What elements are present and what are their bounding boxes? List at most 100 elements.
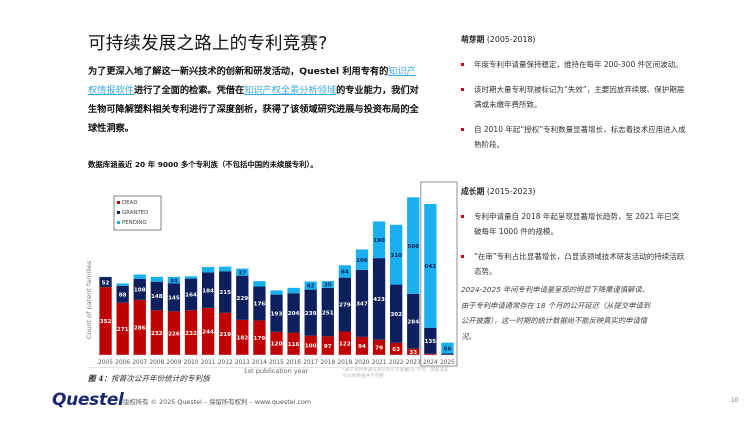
chart-footnote: *由于专利申请从提交到公开需要18 个月，因此这些年份的数据并不完整 xyxy=(342,368,449,379)
legend-box xyxy=(113,195,162,231)
x-tick-label: 2019 xyxy=(337,360,352,366)
data-label: 642 xyxy=(425,264,437,270)
data-label: 284 xyxy=(407,319,419,325)
data-label: 116 xyxy=(288,342,300,348)
bar-granted xyxy=(321,287,334,337)
legend-label: DEAD xyxy=(122,200,137,206)
bar-dead xyxy=(201,307,215,355)
x-tick-label: 2014 xyxy=(252,360,267,366)
legend-label: GRANTED xyxy=(122,210,148,216)
intro-paragraph: 为了更深入地了解这一新兴技术的创新和研发活动，Questel 利用专有的知识产权… xyxy=(88,62,423,138)
bar-granted xyxy=(219,271,232,313)
bar-pending xyxy=(321,281,334,288)
bar-granted xyxy=(253,286,266,321)
data-label: 79 xyxy=(375,346,383,352)
data-label: 94 xyxy=(358,344,366,350)
bullet-icon xyxy=(461,63,464,66)
x-tick-label: 2009 xyxy=(167,360,182,366)
data-label: 271 xyxy=(117,327,129,333)
phase-emerging-bullets: 年度专利申请量保持稳定，维持在每年 200-300 件区间波动。 该时期大量专利… xyxy=(461,57,686,152)
bar-dead xyxy=(355,336,369,355)
legend-swatch xyxy=(117,201,120,204)
bar-pending xyxy=(424,203,437,328)
x-tick-label: 2013 xyxy=(235,360,250,366)
bar-pending xyxy=(150,276,163,282)
data-label: 251 xyxy=(322,310,334,316)
bullet-text: “在审”专利占比显著增长，凸显该领域技术研发活动的持续活跃态势。 xyxy=(474,252,685,276)
bar-dead xyxy=(338,331,352,355)
data-label: 145 xyxy=(168,296,180,302)
bar-granted xyxy=(355,269,369,337)
data-label: 33 xyxy=(409,350,417,356)
bar-granted xyxy=(150,281,163,311)
data-label: 500 xyxy=(407,244,419,250)
bullet-icon xyxy=(461,128,464,131)
figure-divider xyxy=(88,367,448,368)
data-label: 179 xyxy=(254,336,266,342)
x-tick-label: 2005 xyxy=(98,360,113,366)
phase-emerging-range: (2005-2018) xyxy=(486,35,536,44)
bar-pending xyxy=(441,342,454,354)
data-label: 239 xyxy=(305,311,317,317)
bar-granted xyxy=(441,353,454,355)
data-label: 352 xyxy=(100,319,112,325)
x-tick-label: 2011 xyxy=(201,360,216,366)
bar-pending xyxy=(167,276,181,284)
x-tick-label: 2006 xyxy=(115,360,130,366)
data-label: 88 xyxy=(119,292,127,298)
legend-label: PENDING xyxy=(122,220,147,226)
figure-caption: 图 4：按首次公开年份统计的专利族 xyxy=(88,373,210,384)
figure-caption-text: 按首次公开年份统计的专利族 xyxy=(111,374,210,383)
data-label: 232 xyxy=(185,331,197,337)
data-label: 176 xyxy=(254,302,266,308)
chart-caption: 数据库涵盖近 20 年 9000 多个专利族（不包括中国的未续展专利）。 xyxy=(88,160,318,169)
bar-dead xyxy=(424,353,437,355)
phase-emerging-title: 萌芽期 (2005-2018) xyxy=(461,34,686,45)
bullet-text: 专利申请量自 2018 年起呈现显著增长趋势，至 2021 年已突破每年 100… xyxy=(474,212,680,236)
data-label: 97 xyxy=(324,344,332,350)
bar-dead xyxy=(287,332,300,355)
bar-pending xyxy=(253,281,266,287)
phase-growth-range: (2015-2023) xyxy=(486,187,536,196)
bar-granted xyxy=(116,285,129,303)
data-label: 423 xyxy=(373,297,385,303)
figure-label: 图 4： xyxy=(88,374,112,383)
data-label: 135 xyxy=(425,339,437,345)
ip-landscape-link[interactable]: 知识产权全景分析领域 xyxy=(244,85,337,96)
bullet-item: 专利申请量自 2018 年起呈现显著增长趋势，至 2021 年已突破每年 100… xyxy=(461,209,686,239)
bar-granted xyxy=(304,289,317,336)
x-tick-label: 2016 xyxy=(286,360,301,366)
bullet-text: 年度专利申请量保持稳定，维持在每年 200-300 件区间波动。 xyxy=(474,60,683,69)
bar-dead xyxy=(184,310,198,355)
x-tick-label: 2025 xyxy=(440,360,455,366)
x-tick-label: 2023 xyxy=(406,360,421,366)
data-label: 164 xyxy=(185,293,197,299)
data-label: 184 xyxy=(202,288,214,294)
bar-dead xyxy=(133,299,146,355)
data-label: 286 xyxy=(134,326,146,332)
phase-growth-bullets: 专利申请量自 2018 年起呈现显著增长趋势，至 2021 年已突破每年 100… xyxy=(461,209,686,279)
phase-growth-title: 成长期 (2015-2023) xyxy=(461,186,686,197)
data-label: 229 xyxy=(236,296,248,302)
ip-intelligence-software-link[interactable]: 知识产权情报软件 xyxy=(88,66,416,96)
bar-dead xyxy=(219,312,232,355)
bar-granted xyxy=(167,283,181,312)
data-label: 190 xyxy=(373,238,385,244)
bar-dead xyxy=(236,319,249,355)
bar-dead xyxy=(270,331,283,355)
bar-pending xyxy=(338,265,352,278)
x-tick-label: 2007 xyxy=(132,360,147,366)
bar-pending xyxy=(236,268,249,276)
data-label: 244 xyxy=(202,330,214,336)
interpretation-note: 2024-2025 年间专利申请量呈现的明显下降需谨慎解读。由于专利申请通常存在… xyxy=(461,285,651,341)
x-tick-label: 2015 xyxy=(269,360,284,366)
bar-granted xyxy=(236,275,249,320)
patent-families-chart: DEAD GRANTED PENDING 352 52 271 88 286 108 232 14… xyxy=(85,181,458,375)
data-label: 122 xyxy=(339,341,351,347)
bar-dead xyxy=(321,336,334,355)
bar-granted xyxy=(338,277,352,332)
data-label: 182 xyxy=(236,336,248,342)
bar-dead xyxy=(116,302,129,355)
data-label: 108 xyxy=(134,288,146,294)
data-label: 106 xyxy=(356,258,368,264)
